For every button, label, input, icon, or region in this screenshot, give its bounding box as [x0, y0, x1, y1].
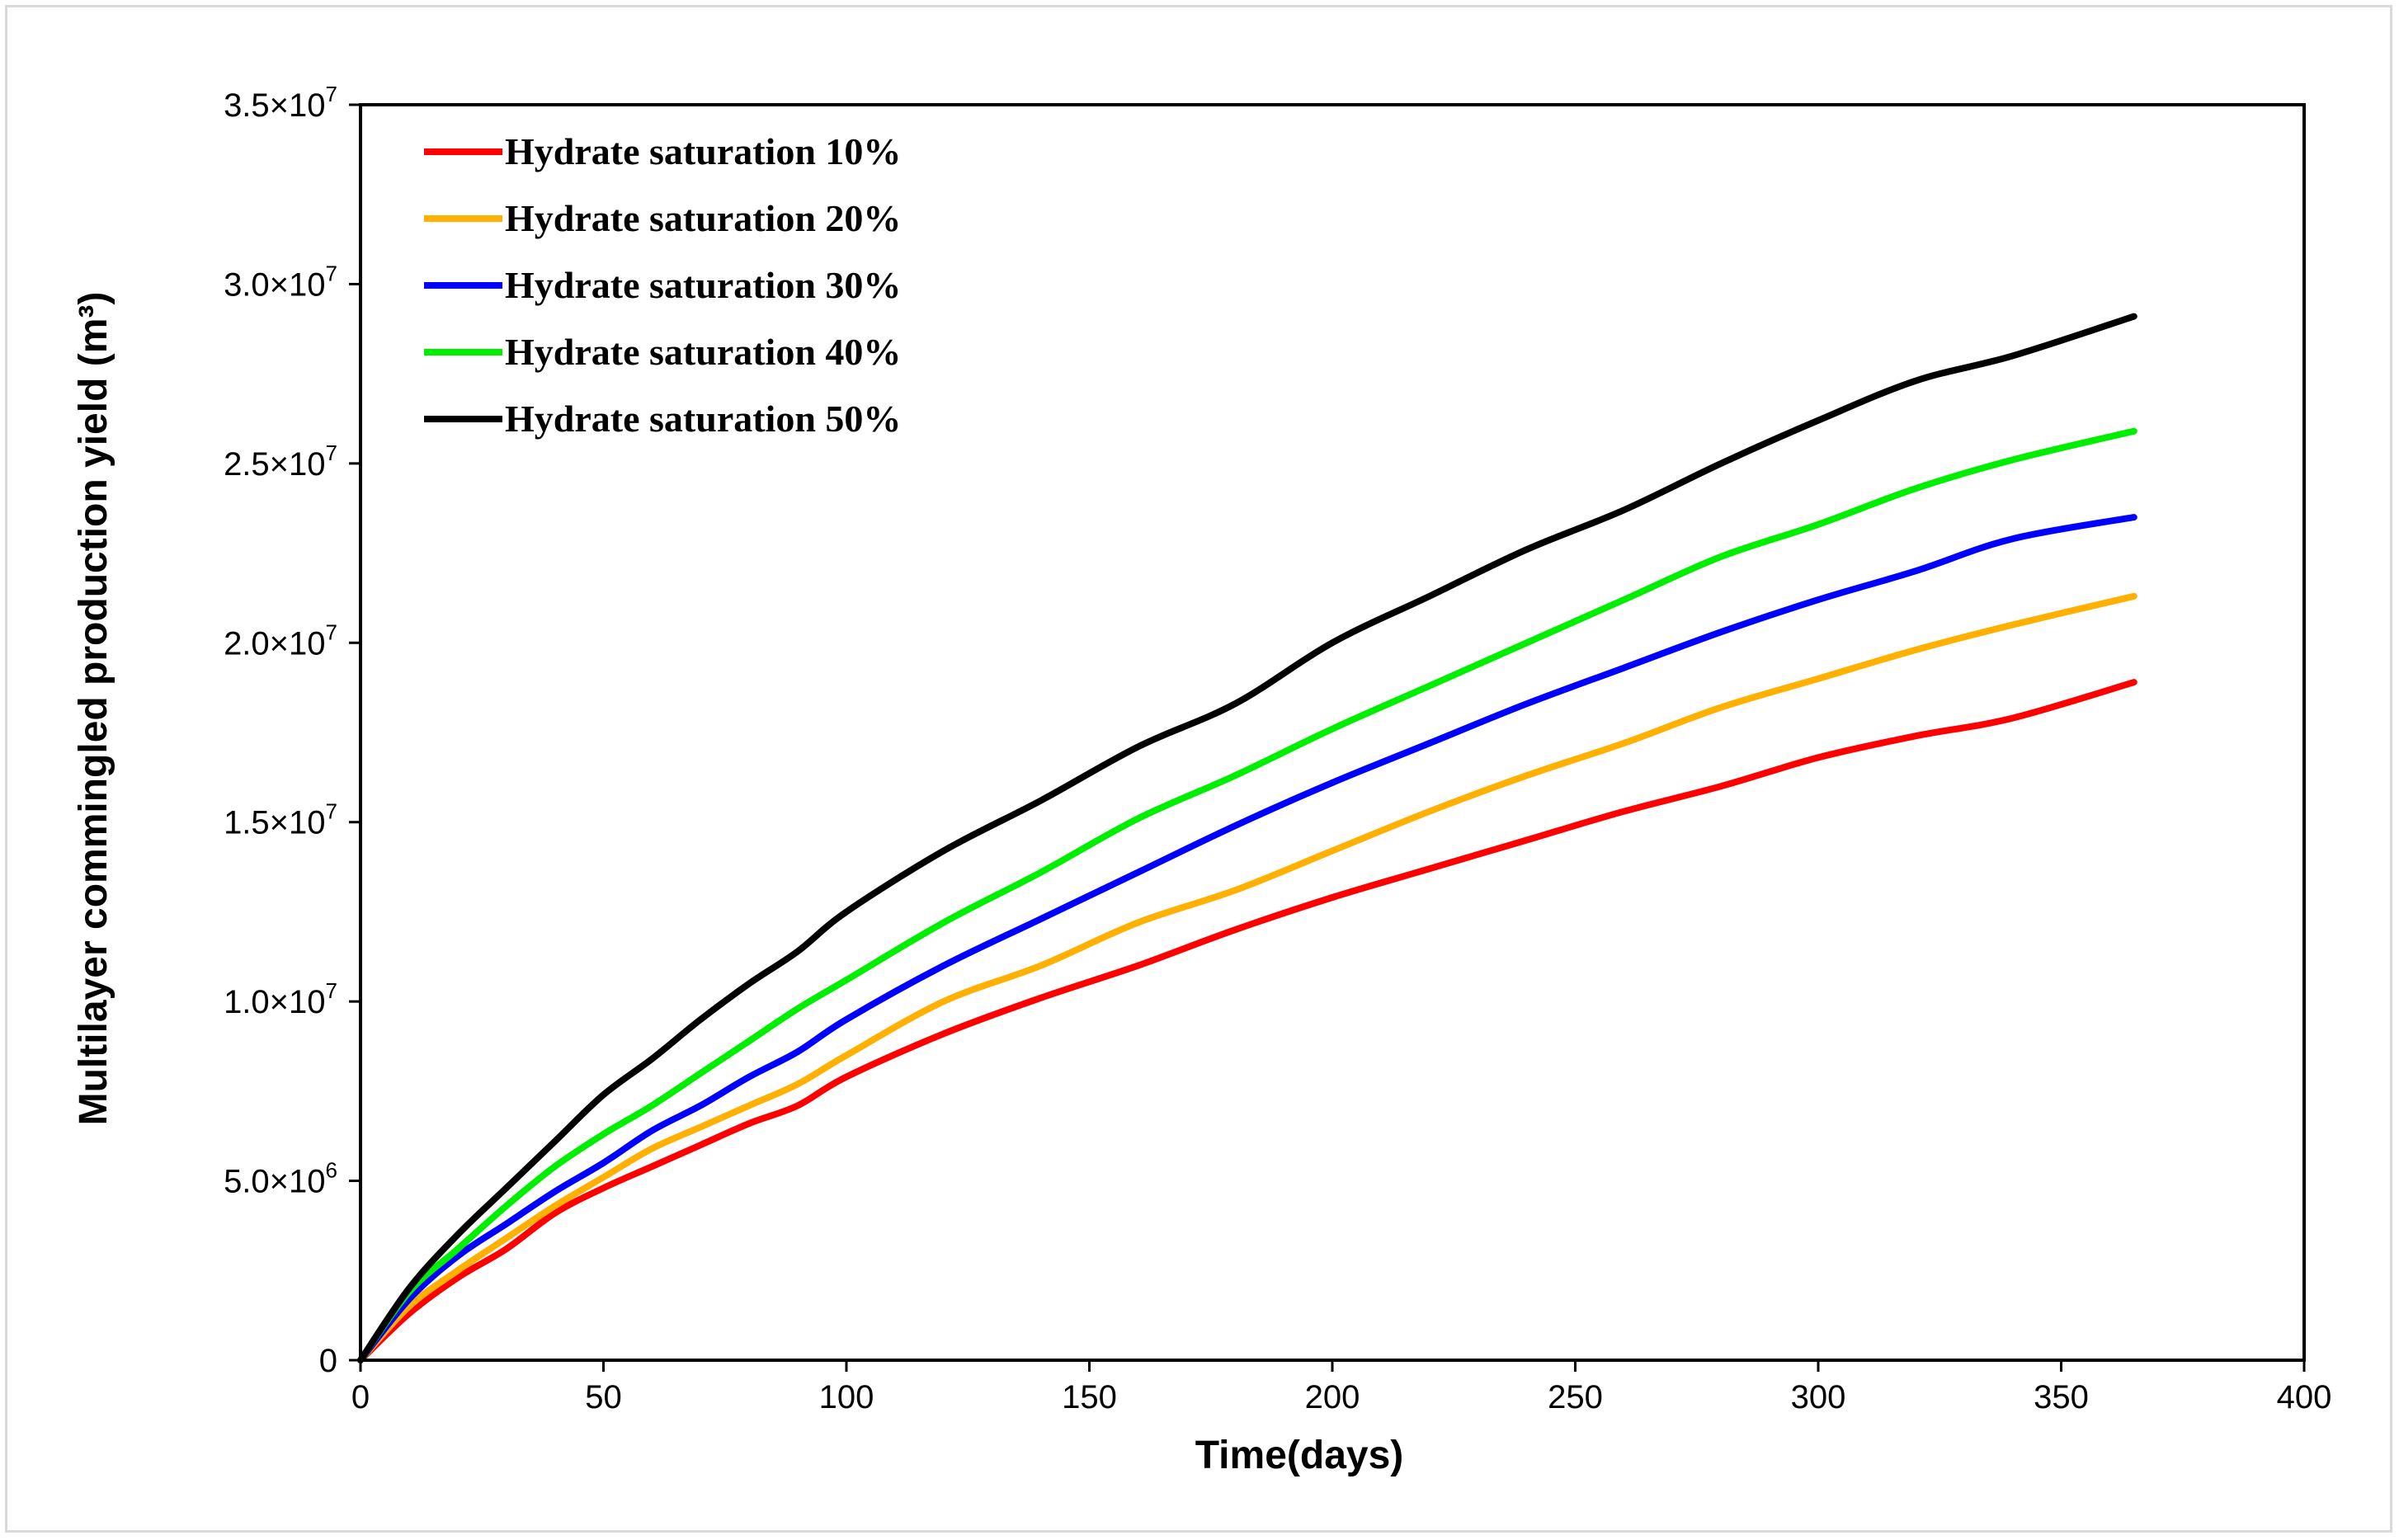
legend: Hydrate saturation 10% Hydrate saturation…	[424, 130, 901, 440]
legend-label: Hydrate saturation 50%	[505, 398, 901, 440]
y-tick-label: 5.0×106	[224, 1158, 337, 1200]
series-line-1	[357, 679, 2137, 1363]
legend-label: Hydrate saturation 10%	[505, 130, 901, 172]
y-tick-mantissa: 2.5×10	[224, 446, 325, 483]
x-tick-label: 300	[1791, 1379, 1846, 1415]
y-tick-label: 3.0×107	[224, 261, 337, 303]
y-tick-mantissa: 3.0×10	[224, 266, 325, 303]
y-tick-exponent: 6	[326, 1158, 337, 1183]
y-tick-mantissa: 5.0×10	[224, 1164, 325, 1200]
legend-label: Hydrate saturation 20%	[505, 197, 901, 239]
x-tick-label: 400	[2277, 1379, 2332, 1415]
y-tick-exponent: 7	[326, 978, 337, 1003]
y-tick-label: 2.0×107	[224, 619, 337, 662]
series-line-2	[357, 592, 2137, 1363]
y-tick-mantissa: 1.0×10	[224, 984, 325, 1020]
x-tick-label: 350	[2034, 1379, 2089, 1415]
y-tick-mantissa: 2.0×10	[224, 625, 325, 662]
y-tick-label: 1.5×107	[224, 799, 337, 841]
y-tick-exponent: 7	[326, 440, 337, 465]
y-tick-label: 2.5×107	[224, 440, 337, 483]
figure-frame: 0 50 100 150 200 250 300 350 400 0 5.0×106 1.0×107…	[5, 5, 2392, 1533]
x-axis-title: Time(days)	[1195, 1434, 1404, 1477]
line-chart: 0 50 100 150 200 250 300 350 400 05.0×1061.0×107…	[72, 82, 2332, 1477]
legend-label: Hydrate saturation 40%	[505, 331, 901, 373]
legend-label: Hydrate saturation 30%	[505, 264, 901, 306]
y-tick-exponent: 7	[326, 261, 337, 285]
y-tick-mantissa: 3.5×10	[224, 87, 325, 124]
y-tick-label: 1.0×107	[224, 978, 337, 1020]
y-tick-exponent: 7	[326, 799, 337, 824]
series-layer	[357, 313, 2137, 1363]
y-tick-label: 0	[319, 1343, 337, 1379]
x-tick-label: 50	[585, 1379, 622, 1415]
x-tick-label: 200	[1305, 1379, 1360, 1415]
x-tick-label: 150	[1062, 1379, 1117, 1415]
y-axis-title: Multilayer commingled production yield (…	[72, 292, 115, 1126]
x-axis: 0 50 100 150 200 250 300 350 400	[351, 1360, 2332, 1415]
y-tick-label: 3.5×107	[224, 82, 337, 124]
x-tick-label: 100	[819, 1379, 874, 1415]
y-tick-exponent: 7	[326, 619, 337, 644]
y-tick-mantissa: 1.5×10	[224, 805, 325, 841]
x-tick-label: 0	[351, 1379, 370, 1415]
y-tick-exponent: 7	[326, 82, 337, 106]
y-axis: 05.0×1061.0×1071.5×1072.0×1072.5×1073.0×…	[224, 82, 361, 1379]
series-line-4	[357, 427, 2137, 1363]
y-tick-mantissa: 0	[319, 1343, 337, 1379]
series-line-5	[357, 313, 2137, 1363]
series-line-3	[357, 514, 2137, 1363]
x-tick-label: 250	[1548, 1379, 1603, 1415]
